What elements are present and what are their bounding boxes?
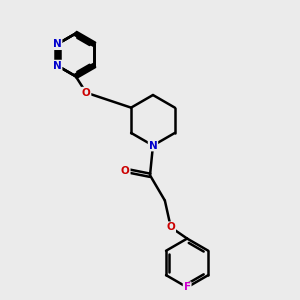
Text: O: O (121, 166, 130, 176)
Text: F: F (184, 282, 191, 292)
Text: O: O (82, 88, 91, 98)
Text: N: N (148, 140, 157, 151)
Text: N: N (53, 61, 62, 70)
Text: O: O (167, 222, 175, 232)
Text: N: N (53, 39, 62, 49)
